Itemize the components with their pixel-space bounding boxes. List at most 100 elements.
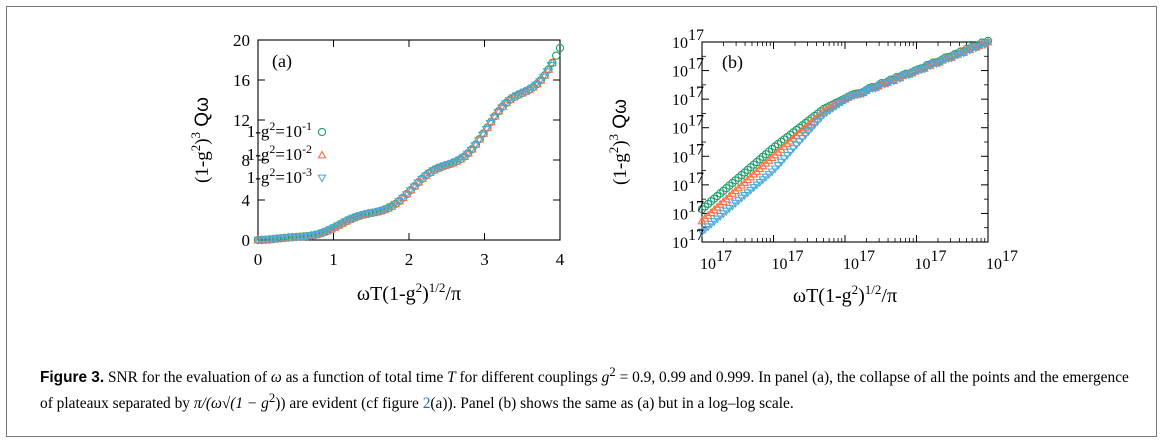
- chart_data.1.xticks.0-exp: 17: [716, 248, 732, 265]
- chart_data.1.yticks.4-exp: 17: [688, 113, 704, 130]
- chart_data.1.yticks.4: 1017: [672, 113, 704, 138]
- caption-part: SNR for the evaluation of: [108, 369, 271, 387]
- chart_data.1.yticks.6-exp: 17: [688, 56, 704, 73]
- data-point: [447, 159, 457, 168]
- data-point: [531, 81, 541, 90]
- data-point: [758, 176, 768, 185]
- chart_data.1.yticks.1-base: 10: [672, 206, 688, 223]
- chart_data.1.yticks.1: 1017: [672, 198, 704, 223]
- data-point: [697, 228, 707, 237]
- data-point: [555, 43, 565, 53]
- legend-marker: [317, 174, 327, 183]
- chart_data.1.yticks.5: 1017: [672, 84, 704, 109]
- figure-frame: [6, 6, 1157, 437]
- data-point: [496, 104, 507, 113]
- data-point: [417, 175, 427, 185]
- data-point: [340, 218, 351, 227]
- chart_data.1.xticks.3: 1017: [915, 248, 947, 273]
- data-point: [390, 200, 400, 210]
- data-point: [752, 181, 762, 190]
- data-point: [785, 148, 795, 157]
- chart_data.1.yticks.5-base: 10: [672, 92, 688, 109]
- data-point: [965, 46, 975, 55]
- data-point: [749, 184, 759, 193]
- series-a-3: [253, 62, 556, 245]
- data-point: [451, 158, 461, 167]
- data-point: [477, 131, 487, 140]
- data-point: [508, 94, 518, 103]
- panel-b-axes-box: [701, 41, 989, 243]
- data-point: [776, 158, 786, 167]
- chart_data.1.xticks.3-exp: 17: [931, 248, 947, 265]
- data-point: [706, 220, 716, 229]
- data-point: [782, 151, 792, 161]
- chart_data.1.yticks.2: 1017: [672, 170, 704, 195]
- data-point: [398, 194, 408, 203]
- chart_data.1.yticks.6: 1017: [672, 56, 704, 81]
- data-point: [458, 153, 468, 163]
- chart_data.1.yticks.0: 1017: [672, 227, 704, 252]
- data-point: [552, 51, 561, 60]
- data-point: [806, 124, 817, 133]
- panel-label: (a): [272, 51, 292, 72]
- data-point: [709, 218, 719, 227]
- caption-part: T: [447, 369, 456, 387]
- x-tick-label: 1: [329, 250, 338, 269]
- panel-a-axes-box: [257, 39, 561, 241]
- caption-part: 2: [609, 365, 616, 379]
- x-tick-label: 3: [480, 250, 489, 269]
- chart_data.1.xticks.0: 1017: [700, 248, 732, 273]
- data-point: [773, 162, 783, 171]
- data-point: [727, 202, 737, 211]
- data-point: [755, 178, 765, 188]
- chart_data.1.yticks.7: 1017: [672, 27, 704, 52]
- data-point: [474, 137, 484, 146]
- caption-part: ω: [270, 369, 282, 387]
- data-point: [959, 49, 969, 58]
- data-point: [849, 90, 859, 99]
- data-point: [352, 213, 362, 222]
- data-point: [512, 92, 522, 101]
- data-point: [394, 198, 404, 207]
- chart_data.1.yticks.3: 1017: [672, 141, 704, 166]
- data-point: [428, 167, 438, 176]
- data-point: [794, 138, 804, 147]
- data-point: [803, 128, 814, 137]
- data-point: [718, 210, 728, 219]
- data-point: [538, 73, 548, 82]
- data-point: [534, 78, 545, 87]
- x-axis-label-a: ωT(1-g2)1/2/π: [357, 280, 461, 305]
- chart_data.1.xticks.2-base: 10: [843, 256, 859, 273]
- caption-text: SNR for the evaluation of ω as a functio…: [40, 365, 1129, 413]
- data-point: [889, 77, 899, 86]
- data-point: [523, 86, 533, 95]
- y-tick-label: 4: [242, 191, 251, 210]
- chart_data.1.xticks.4: 1017: [986, 248, 1018, 273]
- chart_data.1.yticks.3-base: 10: [672, 149, 688, 166]
- y-axis-label-a: (1-g2)3 Qω: [188, 97, 213, 183]
- data-point: [721, 207, 731, 216]
- caption-part: )) are evident (cf figure: [275, 395, 423, 413]
- chart_data.1.yticks.7-base: 10: [672, 35, 688, 52]
- legend-marker: [317, 150, 327, 159]
- panel-label: (b): [722, 52, 743, 73]
- chart_data.1.yticks.0-base: 10: [672, 235, 688, 252]
- data-point: [724, 205, 734, 214]
- data-point: [314, 230, 324, 239]
- data-point: [746, 186, 756, 195]
- caption-part: (a)). Panel (b) shows the same as (a) bu…: [430, 395, 794, 413]
- data-point: [810, 121, 820, 130]
- data-point: [325, 226, 335, 235]
- data-point: [791, 141, 801, 150]
- data-point: [819, 106, 829, 115]
- data-point: [770, 165, 780, 174]
- data-point: [375, 207, 385, 216]
- data-point: [712, 215, 722, 224]
- data-point: [432, 165, 442, 174]
- data-point: [504, 97, 514, 106]
- caption-part: = 0.9, 0.99 and 0.999. In panel (a), the…: [40, 369, 1129, 413]
- chart_data.1.xticks.2: 1017: [843, 248, 875, 273]
- data-point: [779, 155, 789, 164]
- chart_data.1.xticks.1-exp: 17: [788, 248, 804, 265]
- chart_data.1.yticks.3-exp: 17: [688, 141, 704, 158]
